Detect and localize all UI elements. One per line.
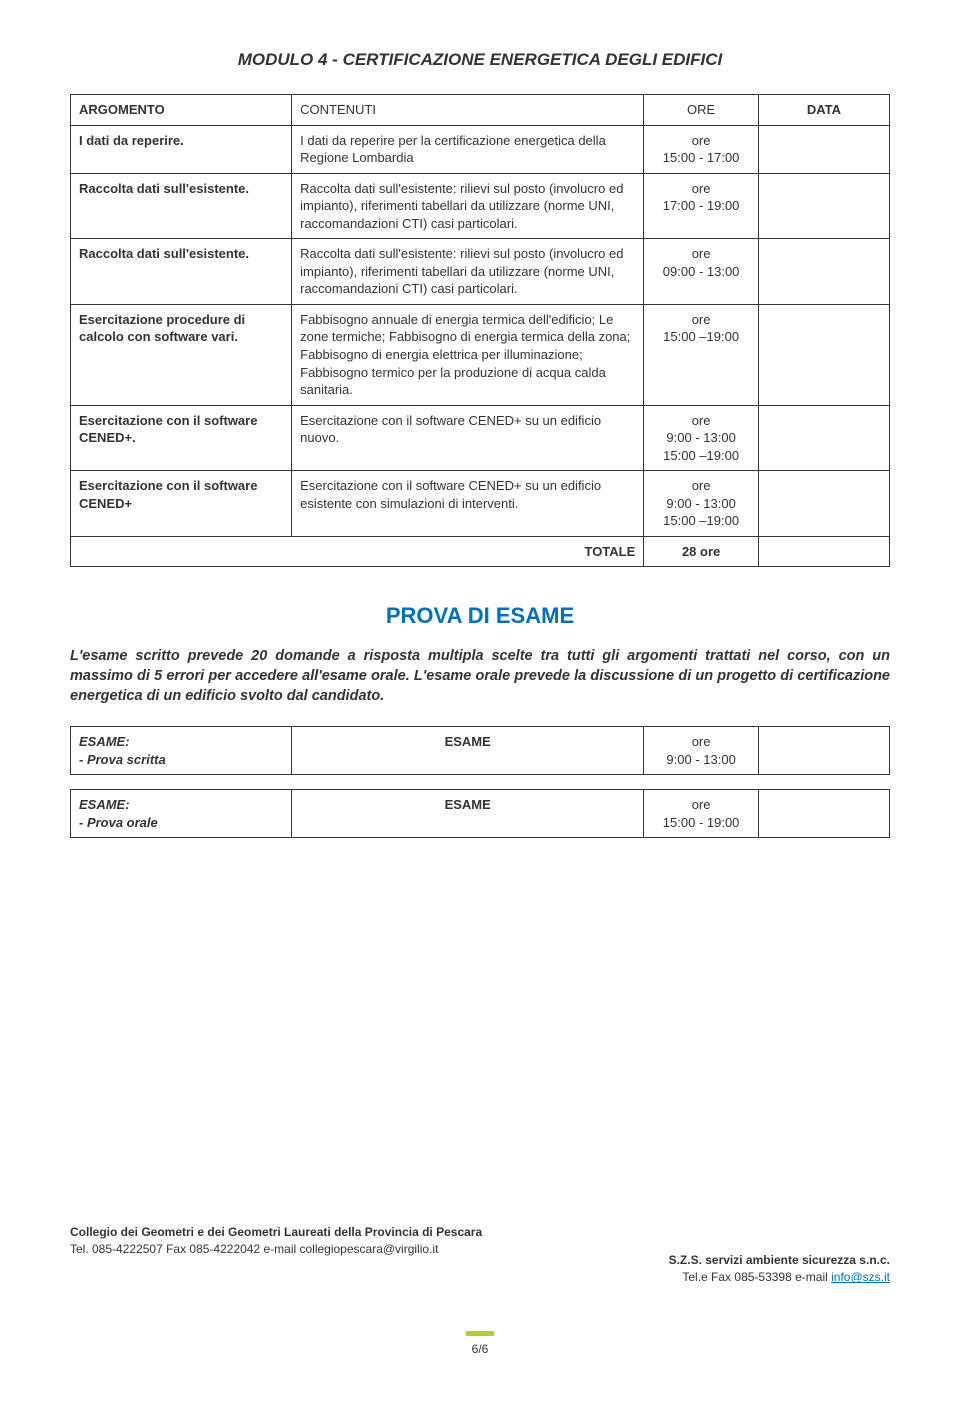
header-argomento: ARGOMENTO xyxy=(71,95,292,126)
cell-arg: Esercitazione con il software CENED+. xyxy=(71,405,292,471)
exam-data xyxy=(758,727,889,775)
page: MODULO 4 - CERTIFICAZIONE ENERGETICA DEG… xyxy=(0,0,960,1406)
exam-data xyxy=(758,790,889,838)
cell-ore: ore 15:00 - 17:00 xyxy=(644,125,759,173)
totale-label: TOTALE xyxy=(71,536,644,567)
cell-data xyxy=(758,125,889,173)
page-footer: Collegio dei Geometri e dei Geometri Lau… xyxy=(70,1224,890,1356)
cell-data xyxy=(758,304,889,405)
totale-data xyxy=(758,536,889,567)
page-number: 6/6 xyxy=(472,1342,489,1356)
cell-cont: Fabbisogno annuale di energia termica de… xyxy=(292,304,644,405)
exam-label: ESAME: - Prova orale xyxy=(71,790,292,838)
exam-row: ESAME: - Prova orale ESAME ore 15:00 - 1… xyxy=(71,790,890,838)
table-row: Esercitazione con il software CENED+. Es… xyxy=(71,405,890,471)
cell-arg: Raccolta dati sull'esistente. xyxy=(71,173,292,239)
module-table: ARGOMENTO CONTENUTI ORE DATA I dati da r… xyxy=(70,94,890,567)
table-row: Esercitazione procedure di calcolo con s… xyxy=(71,304,890,405)
module-title: MODULO 4 - CERTIFICAZIONE ENERGETICA DEG… xyxy=(70,50,890,70)
footer-org: Collegio dei Geometri e dei Geometri Lau… xyxy=(70,1224,890,1241)
exam-mid: ESAME xyxy=(292,790,644,838)
cell-cont: Raccolta dati sull'esistente: rilievi su… xyxy=(292,173,644,239)
footer-contact-right: Tel.e Fax 085-53398 e-mail info@szs.it xyxy=(669,1269,890,1286)
page-number-block: 6/6 xyxy=(70,1328,890,1356)
cell-arg: Esercitazione con il software CENED+ xyxy=(71,471,292,537)
exam-table-2: ESAME: - Prova orale ESAME ore 15:00 - 1… xyxy=(70,789,890,838)
table-total-row: TOTALE 28 ore xyxy=(71,536,890,567)
exam-label: ESAME: - Prova scritta xyxy=(71,727,292,775)
cell-cont: Raccolta dati sull'esistente: rilievi su… xyxy=(292,239,644,305)
exam-ore: ore 15:00 - 19:00 xyxy=(644,790,759,838)
cell-cont: Esercitazione con il software CENED+ su … xyxy=(292,471,644,537)
exam-ore: ore 9:00 - 13:00 xyxy=(644,727,759,775)
footer-email-link[interactable]: info@szs.it xyxy=(831,1270,890,1284)
exam-mid: ESAME xyxy=(292,727,644,775)
header-ore: ORE xyxy=(644,95,759,126)
cell-ore: ore 17:00 - 19:00 xyxy=(644,173,759,239)
table-row: Raccolta dati sull'esistente. Raccolta d… xyxy=(71,239,890,305)
cell-arg: Raccolta dati sull'esistente. xyxy=(71,239,292,305)
exam-row: ESAME: - Prova scritta ESAME ore 9:00 - … xyxy=(71,727,890,775)
exam-table-1: ESAME: - Prova scritta ESAME ore 9:00 - … xyxy=(70,726,890,775)
footer-company: S.Z.S. servizi ambiente sicurezza s.n.c. xyxy=(669,1252,890,1269)
page-bar-icon xyxy=(466,1331,494,1336)
footer-right-prefix: Tel.e Fax 085-53398 e-mail xyxy=(682,1270,831,1284)
exam-title: PROVA DI ESAME xyxy=(70,603,890,629)
header-data: DATA xyxy=(758,95,889,126)
cell-cont: I dati da reperire per la certificazione… xyxy=(292,125,644,173)
cell-ore: ore 9:00 - 13:00 15:00 –19:00 xyxy=(644,405,759,471)
cell-ore: ore 15:00 –19:00 xyxy=(644,304,759,405)
cell-arg: Esercitazione procedure di calcolo con s… xyxy=(71,304,292,405)
cell-data xyxy=(758,173,889,239)
cell-data xyxy=(758,471,889,537)
cell-ore: ore 09:00 - 13:00 xyxy=(644,239,759,305)
table-header-row: ARGOMENTO CONTENUTI ORE DATA xyxy=(71,95,890,126)
totale-value: 28 ore xyxy=(644,536,759,567)
table-row: I dati da reperire. I dati da reperire p… xyxy=(71,125,890,173)
table-row: Esercitazione con il software CENED+ Ese… xyxy=(71,471,890,537)
cell-ore: ore 9:00 - 13:00 15:00 –19:00 xyxy=(644,471,759,537)
header-contenuti: CONTENUTI xyxy=(292,95,644,126)
footer-right: S.Z.S. servizi ambiente sicurezza s.n.c.… xyxy=(669,1252,890,1286)
cell-arg: I dati da reperire. xyxy=(71,125,292,173)
table-row: Raccolta dati sull'esistente. Raccolta d… xyxy=(71,173,890,239)
cell-data xyxy=(758,239,889,305)
exam-description: L'esame scritto prevede 20 domande a ris… xyxy=(70,647,890,706)
cell-data xyxy=(758,405,889,471)
cell-cont: Esercitazione con il software CENED+ su … xyxy=(292,405,644,471)
